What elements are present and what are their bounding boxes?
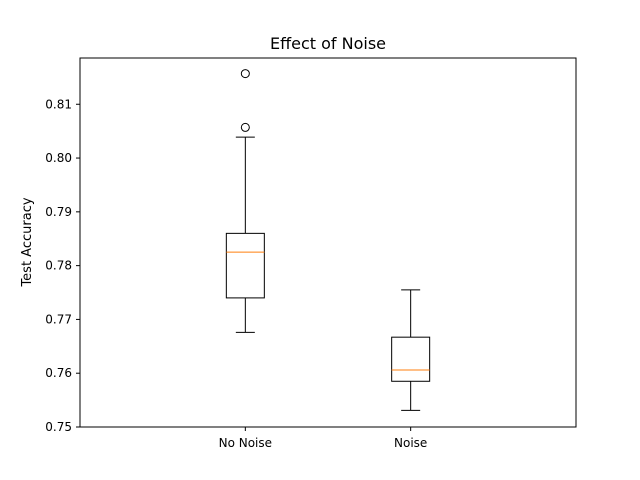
y-tick-label: 0.79	[45, 205, 72, 219]
plot-frame	[79, 57, 577, 428]
iqr-box	[391, 336, 431, 382]
outlier-point	[240, 122, 250, 132]
y-axis-label: Test Accuracy	[20, 197, 35, 287]
outlier-point	[240, 69, 250, 79]
plot-area: 0.75 0.76 0.77 0.78 0.79 0.80 0.81 No Noise Nois…	[45, 69, 431, 450]
iqr-box	[225, 232, 265, 299]
y-tick-label: 0.76	[45, 366, 72, 380]
y-tick-label: 0.77	[45, 312, 72, 326]
x-tick-label: No Noise	[219, 436, 272, 450]
y-tick-label: 0.75	[45, 420, 72, 434]
y-tick-label: 0.78	[45, 259, 72, 273]
chart-title: Effect of Noise	[270, 34, 386, 53]
x-tick-label: Noise	[394, 436, 427, 450]
y-tick-label: 0.80	[45, 151, 72, 165]
y-tick-label: 0.81	[45, 97, 72, 111]
